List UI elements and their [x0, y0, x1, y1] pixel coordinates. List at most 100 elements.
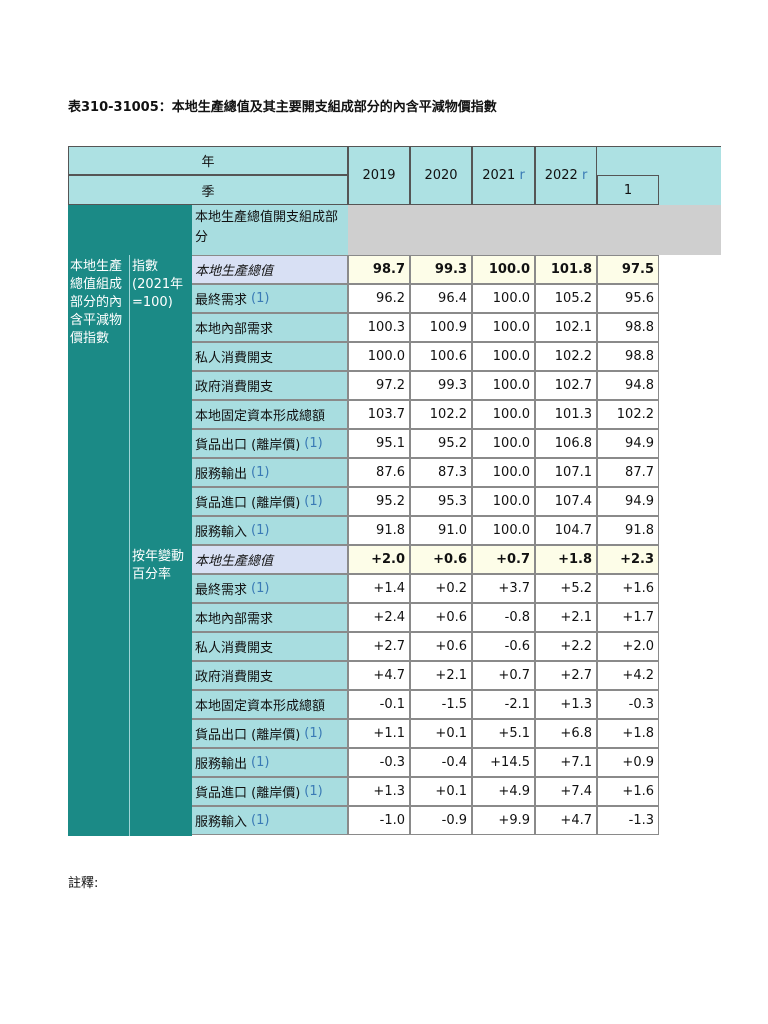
quarter-header-label: 季 — [201, 184, 215, 200]
side-index-label: 指數 (2021年=100) — [132, 259, 184, 310]
index-value-cell: 97.2 — [348, 371, 410, 400]
change-value-cell: -0.3 — [597, 690, 659, 719]
index-value-cell: 96.4 — [410, 284, 472, 313]
index-value-cell: 98.7 — [348, 255, 410, 284]
change-value-cell: +2.0 — [597, 632, 659, 661]
quarter-header: 季 — [68, 175, 348, 205]
footnote-link[interactable]: (1) — [304, 726, 323, 741]
index-value-cell: 102.7 — [535, 371, 597, 400]
side-index: 指數 (2021年=100) — [129, 255, 192, 545]
change-value-cell: +2.4 — [348, 603, 410, 632]
index-value-cell: 100.0 — [472, 313, 535, 342]
change-value-cell: +0.7 — [472, 661, 535, 690]
change-row-label: 本地生產總值 — [192, 545, 348, 574]
change-value-cell: +7.1 — [535, 748, 597, 777]
change-value-cell: +0.1 — [410, 777, 472, 806]
index-value-cell: 102.2 — [410, 400, 472, 429]
index-value-cell: 95.2 — [348, 487, 410, 516]
change-row-label: 服務輸入 (1) — [192, 806, 348, 835]
change-value-cell: +2.7 — [535, 661, 597, 690]
year-col-2021: 2021 r — [472, 146, 535, 205]
index-value-cell: 94.9 — [597, 487, 659, 516]
index-value-cell: 91.8 — [597, 516, 659, 545]
index-value-cell: 104.7 — [535, 516, 597, 545]
index-value-cell: 103.7 — [348, 400, 410, 429]
change-value-cell: +5.1 — [472, 719, 535, 748]
change-value-cell: +2.0 — [348, 545, 410, 574]
corner-dark — [68, 205, 192, 255]
index-value-cell: 99.3 — [410, 255, 472, 284]
index-value-cell: 106.8 — [535, 429, 597, 458]
footnote-link[interactable]: (1) — [304, 436, 323, 451]
index-value-cell: 97.5 — [597, 255, 659, 284]
change-value-cell: +1.3 — [535, 690, 597, 719]
index-value-cell: 94.8 — [597, 371, 659, 400]
change-value-cell: +2.3 — [597, 545, 659, 574]
year-col-2023-top — [597, 146, 721, 175]
change-value-cell: +4.7 — [348, 661, 410, 690]
footnote-link[interactable]: (1) — [251, 813, 270, 828]
index-value-cell: 95.1 — [348, 429, 410, 458]
year-2021-label: 2021 — [482, 168, 516, 183]
component-header: 本地生產總值開支組成部分 — [192, 205, 348, 255]
quarter-col-1: 1 — [597, 175, 659, 205]
footnote-link[interactable]: (1) — [251, 465, 270, 480]
change-value-cell: -1.0 — [348, 806, 410, 835]
change-value-cell: +1.3 — [348, 777, 410, 806]
row-label-text: 政府消費開支 — [195, 670, 274, 685]
index-value-cell: 91.0 — [410, 516, 472, 545]
change-row-label: 貨品出口 (離岸價) (1) — [192, 719, 348, 748]
change-value-cell: -0.4 — [410, 748, 472, 777]
footnote-link[interactable]: (1) — [251, 755, 270, 770]
row-label-text: 貨品出口 (離岸價) — [195, 728, 301, 743]
change-value-cell: +4.2 — [597, 661, 659, 690]
change-value-cell: +6.8 — [535, 719, 597, 748]
footnote-link[interactable]: (1) — [304, 494, 323, 509]
index-value-cell: 100.9 — [410, 313, 472, 342]
footnote-link[interactable]: (1) — [304, 784, 323, 799]
footnote-link[interactable]: (1) — [251, 291, 270, 306]
row-label-text: 最終需求 — [195, 293, 248, 308]
change-value-cell: +1.1 — [348, 719, 410, 748]
year-col-2019: 2019 — [348, 146, 410, 205]
year-2020-label: 2020 — [424, 168, 458, 183]
row-label-text: 服務輸出 — [195, 467, 248, 482]
change-value-cell: -0.8 — [472, 603, 535, 632]
row-label-text: 政府消費開支 — [195, 380, 274, 395]
footnote-link[interactable]: (1) — [251, 581, 270, 596]
change-value-cell: +4.9 — [472, 777, 535, 806]
component-header-label: 本地生產總值開支組成部分 — [195, 210, 339, 245]
change-value-cell: -0.3 — [348, 748, 410, 777]
index-value-cell: 102.2 — [597, 400, 659, 429]
change-value-cell: +0.6 — [410, 603, 472, 632]
row-label-text: 服務輸入 — [195, 815, 248, 830]
change-value-cell: +1.7 — [597, 603, 659, 632]
index-value-cell: 95.6 — [597, 284, 659, 313]
change-value-cell: -2.1 — [472, 690, 535, 719]
row-label-text: 本地生產總值 — [195, 554, 274, 569]
change-value-cell: +0.2 — [410, 574, 472, 603]
index-row-label: 服務輸出 (1) — [192, 458, 348, 487]
row-label-text: 本地固定資本形成總額 — [195, 409, 326, 424]
index-row-label: 服務輸入 (1) — [192, 516, 348, 545]
index-value-cell: 96.2 — [348, 284, 410, 313]
row-label-text: 私人消費開支 — [195, 641, 274, 656]
index-value-cell: 100.3 — [348, 313, 410, 342]
index-value-cell: 100.0 — [472, 400, 535, 429]
footnote-link[interactable]: (1) — [251, 523, 270, 538]
page-title: 表310-31005：本地生產總值及其主要開支組成部分的內含平減物價指數 — [68, 100, 497, 115]
change-value-cell: +3.7 — [472, 574, 535, 603]
index-value-cell: 100.0 — [348, 342, 410, 371]
change-value-cell: +14.5 — [472, 748, 535, 777]
index-value-cell: 100.0 — [472, 342, 535, 371]
change-row-label: 私人消費開支 — [192, 632, 348, 661]
change-value-cell: +1.8 — [597, 719, 659, 748]
change-value-cell: +7.4 — [535, 777, 597, 806]
index-value-cell: 105.2 — [535, 284, 597, 313]
index-value-cell: 100.0 — [472, 487, 535, 516]
index-value-cell: 100.0 — [472, 284, 535, 313]
index-value-cell: 100.0 — [472, 255, 535, 284]
index-value-cell: 100.0 — [472, 458, 535, 487]
index-value-cell: 87.7 — [597, 458, 659, 487]
change-row-label: 本地內部需求 — [192, 603, 348, 632]
